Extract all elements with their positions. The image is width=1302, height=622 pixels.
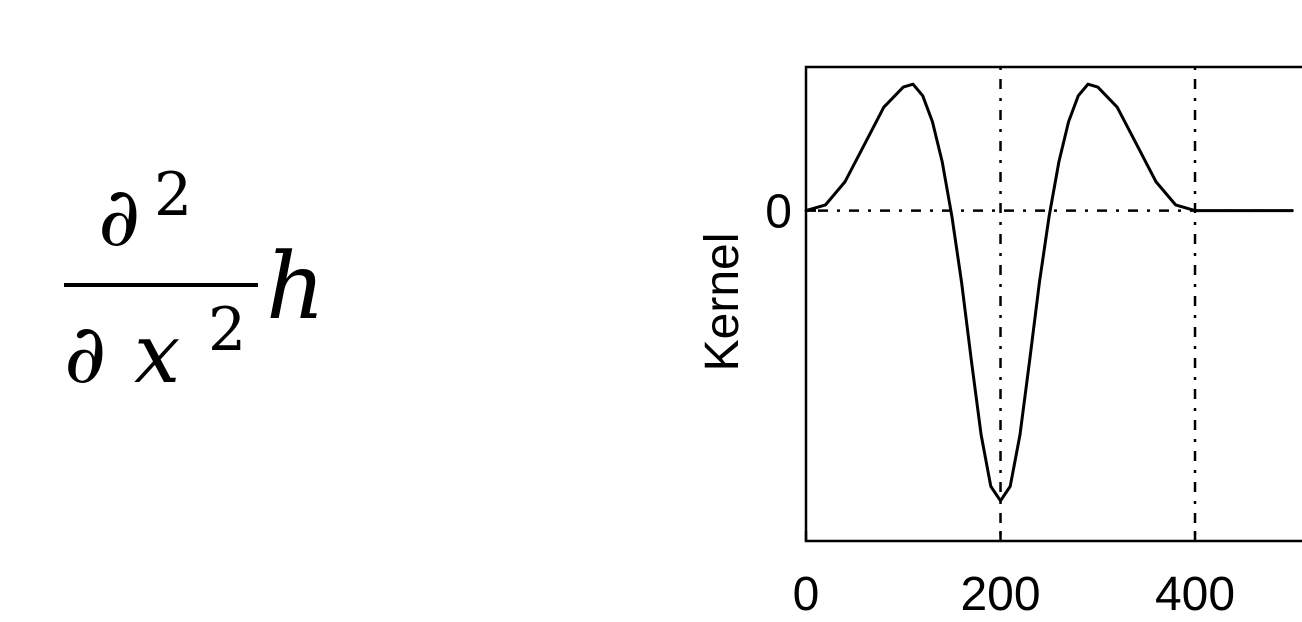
series-layer [804, 82, 1294, 503]
denominator-exponent: 2 [208, 295, 246, 365]
y-tick-label: 0 [765, 186, 792, 239]
operand-h: h [266, 233, 325, 340]
axes-layer [804, 65, 1302, 543]
second-derivative-formula: ∂ 2 ∂ x 2 h [64, 160, 325, 402]
x-tick-label: 400 [1155, 568, 1235, 621]
denominator-variable: x [134, 307, 180, 402]
numerator-partial-symbol: ∂ [98, 170, 140, 265]
grid-layer [806, 67, 1302, 541]
kernel-series-line [804, 82, 1294, 503]
tick-label-layer: 0 200 400 0 [765, 186, 1235, 621]
x-tick-label: 0 [793, 568, 820, 621]
x-tick-label: 200 [960, 568, 1040, 621]
denominator-partial-symbol: ∂ [64, 307, 106, 402]
numerator-exponent: 2 [154, 160, 192, 230]
plot-frame [804, 65, 1302, 543]
y-axis-label: Kernel [696, 233, 749, 372]
